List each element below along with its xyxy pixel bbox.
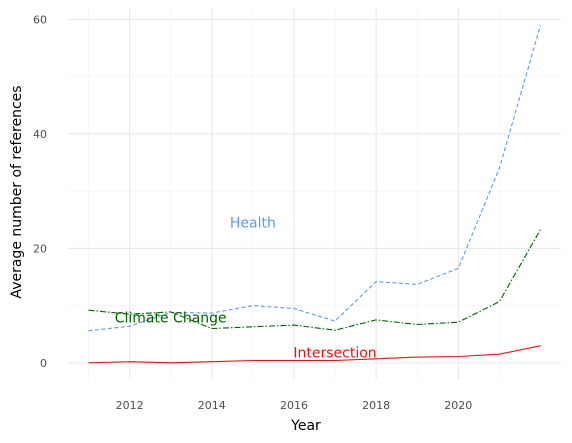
x-tick-label: 2020 — [444, 399, 472, 412]
y-tick-label: 0 — [40, 357, 47, 370]
x-tick-label: 2016 — [280, 399, 308, 412]
series-labels: Health Climate Change Intersection — [115, 216, 377, 362]
x-tick-label: 2012 — [116, 399, 144, 412]
series-line-intersection — [88, 345, 541, 364]
series-label-intersection: Intersection — [293, 346, 376, 362]
series-line-climate-change — [88, 229, 541, 331]
minor-gridlines — [68, 8, 561, 380]
y-tick-label: 60 — [33, 13, 47, 26]
y-tick-label: 20 — [33, 242, 47, 255]
y-axis-ticks: 0 20 40 60 — [33, 13, 47, 369]
major-gridlines — [68, 8, 561, 380]
x-axis-ticks: 2012 2014 2016 2018 2020 — [116, 399, 473, 412]
series-label-health: Health — [230, 216, 276, 232]
y-tick-label: 40 — [33, 128, 47, 141]
x-tick-label: 2018 — [362, 399, 390, 412]
series-label-climate-change: Climate Change — [115, 311, 227, 327]
x-tick-label: 2014 — [198, 399, 226, 412]
series-lines — [88, 25, 542, 364]
y-axis-title: Average number of references — [9, 85, 25, 298]
series-line-health — [88, 25, 542, 332]
x-axis-title: Year — [290, 418, 321, 434]
